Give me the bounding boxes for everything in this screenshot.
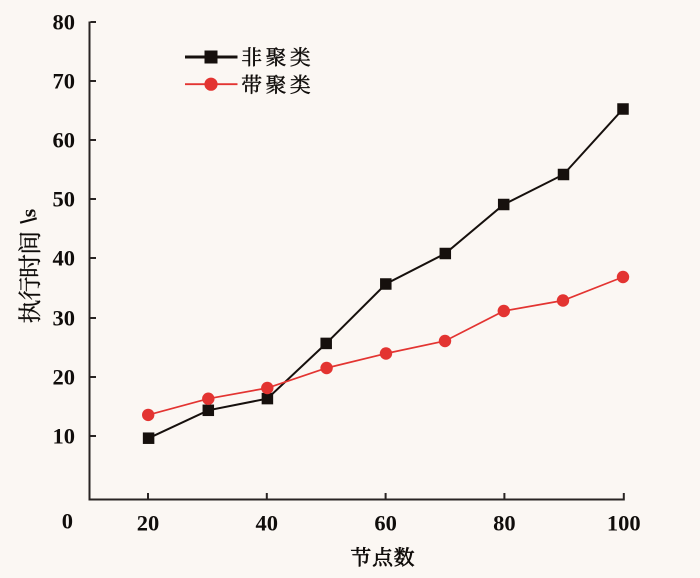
svg-text:30: 30	[53, 306, 76, 331]
svg-text:20: 20	[137, 511, 160, 536]
svg-text:40: 40	[256, 511, 279, 536]
svg-text:100: 100	[607, 511, 641, 536]
svg-text:60: 60	[53, 128, 76, 153]
svg-text:60: 60	[374, 511, 397, 536]
svg-text:40: 40	[53, 246, 76, 271]
svg-text:20: 20	[53, 365, 76, 390]
svg-text:s: s	[17, 209, 41, 217]
svg-text:80: 80	[53, 10, 76, 35]
svg-text:0: 0	[62, 509, 73, 534]
svg-text:70: 70	[53, 69, 76, 94]
svg-text:80: 80	[493, 511, 516, 536]
svg-text:10: 10	[53, 424, 76, 449]
svg-text:50: 50	[53, 187, 76, 212]
